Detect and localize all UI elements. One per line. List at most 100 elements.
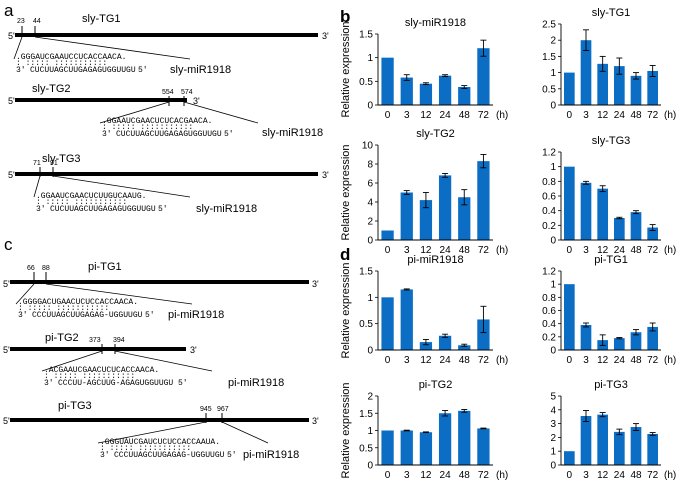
y-tick-label: 4 [550,405,556,416]
x-tick-label: 3 [583,110,589,121]
y-tick-label: 3 [550,419,556,430]
target-diagram-sly-tg1: sly-TG1 23 44 5' 3' .GGGAUCGAAUCCUCACCAA… [8,13,329,76]
position-end: 88 [42,265,50,272]
five-prime-label: 5' [8,31,15,41]
bar-3h [400,430,413,465]
y-tick-label: 0.5 [542,84,556,95]
x-tick-label: 24 [440,470,452,481]
x-tick-label: 72 [478,110,490,121]
bar-0h [381,57,394,105]
bar-24h [614,431,625,465]
target-diagram-pi-tg3: pi-TG3 945 967 5' 3' .GGGUAUCGAUCUCUCCAC… [3,400,319,461]
transcript-line [15,33,318,37]
panel-label-c: c [4,235,13,254]
zoom-line-left [15,283,35,305]
x-tick-label: 3 [404,470,410,481]
mirna-sequence: CCCUUAGCUUGAGAG-UGGUUGU [114,451,225,460]
target-diagram-pi-tg1: pi-TG1 66 88 5' 3' .GGGGACUGAACUCUCCACCA… [3,261,319,321]
bar-3h [580,324,592,350]
mirna-5prime: 5' [227,451,237,460]
position-start: 945 [200,406,212,413]
position-end: 967 [217,406,229,413]
x-tick-label: 24 [440,355,452,366]
bar-12h [419,432,433,465]
mirna-label: sly-miR1918 [262,127,323,139]
y-tick-label: 0 [550,461,556,472]
gene-name: sly-TG3 [42,153,81,165]
bar-24h [438,413,452,465]
zoom-line-left [97,421,207,444]
y-tick-label: 0 [367,101,373,112]
position-end: 394 [113,337,125,344]
y-tick-label: 1 [550,68,556,79]
x-tick-label: 48 [459,245,471,256]
y-tick-label: 1 [367,53,373,64]
mirna-label: pi-miR1918 [243,449,299,461]
mirna-5prime: 5' [158,205,168,214]
y-axis-label: Relative expression [340,383,352,479]
mirna-sequence: CUCUUAGCUUGAGAGUGGUUGU [30,66,136,75]
panel-label-d: d [340,245,350,264]
x-tick-label: 0 [385,355,391,366]
y-tick-label: 1.5 [359,267,373,278]
bar-12h [419,200,433,240]
x-tick-label: 0 [385,110,391,121]
bar-48h [458,410,471,465]
x-tick-label: 3 [583,245,589,256]
transcript-line [10,347,186,351]
mirna-label: pi-miR1918 [228,377,284,389]
zoom-line-right [221,421,269,444]
chart-pi-tg2: pi-TG2 0 0.5 1 1.5 2 0 3 12 24 48 72 (h) Relative exp… [340,379,508,481]
position-end: 574 [181,89,193,96]
x-tick-label: 12 [420,110,432,121]
x-tick-label: 0 [567,355,573,366]
y-tick-label: 1.5 [359,409,373,420]
target-diagram-sly-tg3: sly-TG3 71 91 5' 3' .GGAAUCGAACUCUUGUCAA… [8,153,329,215]
mirna-3prime: 3' [44,379,54,388]
bar-0h [564,284,575,350]
chart-title: pi-TG1 [594,254,628,266]
y-tick-label: 6 [367,179,373,190]
x-tick-label: 72 [647,355,659,366]
bar-72h [647,326,658,350]
mirna-5prime: 5' [145,311,155,320]
bar-0h [381,430,394,465]
chart-title: sly-miR1918 [405,17,466,29]
x-tick-label: 48 [630,355,642,366]
bar-48h [630,332,642,350]
x-tick-label: 24 [614,245,626,256]
y-tick-label: 8 [367,160,373,171]
y-tick-label: 2 [367,392,373,403]
y-tick-label: 0 [367,346,373,357]
target-sequence: .ACGAAUCGAACUCUCACCAACA. [44,366,159,375]
chart-title: sly-TG1 [592,7,631,19]
x-tick-label: 3 [404,110,410,121]
zoom-line-left [99,101,170,124]
bar-72h [477,319,490,350]
bar-3h [400,289,413,350]
target-sequence: .GGAAUCGAACUCUUGUCAAUG. [36,192,146,201]
three-prime-label: 3' [322,31,329,41]
mirna-sequence: CCCUUAGCUUGAGAG-UGGUUGU [32,311,143,320]
x-tick-label: 0 [567,245,573,256]
base-pairing: : ::::: ::::::::::: [16,59,107,68]
panel-c-pi-targets: pi-TG1 66 88 5' 3' .GGGGACUGAACUCUCCACCA… [3,261,319,461]
three-prime-label: 3' [193,96,200,106]
panel-a-sly-targets: sly-TG1 23 44 5' 3' .GGGAUCGAAUCCUCACCAA… [8,13,329,215]
x-tick-label: 72 [478,355,490,366]
bar-24h [614,66,625,105]
transcript-line [10,418,309,422]
bar-0h [381,297,394,350]
three-prime-label: 3' [322,170,329,180]
y-tick-label: 1 [550,447,556,458]
x-tick-label: 72 [647,110,659,121]
x-tick-label: 12 [597,245,609,256]
bar-12h [597,63,608,105]
chart-sly-mir1918: sly-miR1918 0 0.5 1 1.5 0 3 12 24 48 72 (h) Relative… [340,17,508,121]
zoom-line-right [114,350,213,372]
x-tick-label: 24 [614,470,626,481]
